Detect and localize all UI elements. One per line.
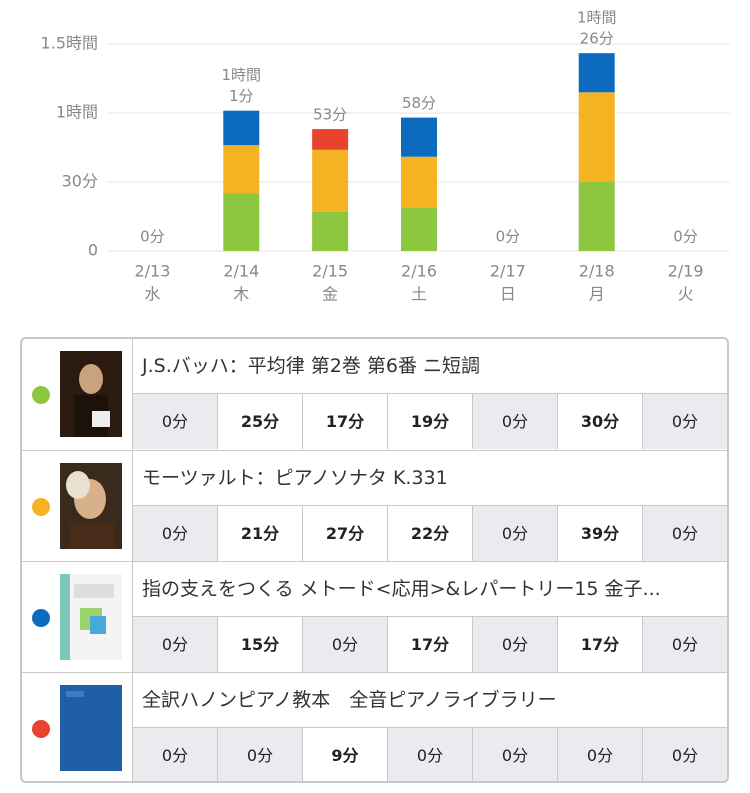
piece-title: J.S.バッハ：平均律 第2巻 第6番 ニ短調 [142, 355, 481, 377]
piece-title: モーツァルト：ピアノソナタ K.331 [142, 467, 448, 489]
total-label: 0分 [673, 228, 698, 246]
total-label: 0分 [140, 228, 165, 246]
legend-dot [32, 608, 50, 627]
duration-cell: 27分 [302, 505, 387, 561]
bar-segment [223, 110, 260, 146]
x-weekday-label: 月 [589, 285, 605, 304]
row-separator [132, 562, 133, 616]
y-tick-label: 1時間 [56, 103, 98, 122]
x-tick-label: 2/17 [490, 262, 526, 281]
table-row: 指の支えをつくる メトード<応用>&レパートリー15 金子... 0分 15分 0分 1… [22, 561, 727, 672]
piece-title: 全訳ハノンピアノ教本 全音ピアノライブラリー [142, 689, 557, 711]
x-tick-label: 2/19 [668, 262, 704, 281]
thumbnail [60, 685, 122, 771]
duration-cell: 0分 [642, 616, 727, 672]
duration-cell: 17分 [557, 616, 642, 672]
y-tick-label: 0 [88, 241, 98, 260]
bar-segment [312, 129, 349, 150]
duration-cell: 0分 [472, 616, 557, 672]
table-row: J.S.バッハ：平均律 第2巻 第6番 ニ短調 0分 25分 17分 19分 0分 30分 0… [22, 339, 727, 450]
x-weekday-label: 土 [411, 285, 427, 304]
duration-cell: 30分 [557, 393, 642, 449]
duration-cell: 0分 [302, 616, 387, 672]
piece-title: 指の支えをつくる メトード<応用>&レパートリー15 金子... [142, 578, 661, 600]
duration-cell: 0分 [132, 393, 217, 449]
duration-cell: 0分 [472, 727, 557, 781]
legend-dot [32, 719, 50, 738]
duration-cell: 0分 [217, 727, 302, 781]
x-weekday-label: 水 [144, 285, 160, 304]
duration-cell: 9分 [302, 727, 387, 781]
x-weekday-label: 木 [233, 285, 249, 304]
duration-cell: 39分 [557, 505, 642, 561]
total-label: 1分 [229, 87, 254, 105]
total-label: 0分 [496, 228, 521, 246]
x-weekday-label: 日 [500, 285, 516, 304]
duration-cell: 15分 [217, 616, 302, 672]
legend-dot [32, 497, 50, 516]
bar-segment [223, 193, 260, 251]
bar-segment [223, 145, 260, 194]
row-separator [132, 451, 133, 505]
total-label: 26分 [580, 30, 614, 48]
chart: 0 30分 1時間 1.5時間 2/13 水 0分 2/14 木 1時間 1分 2/15 金 53分 2/1… [41, 9, 730, 304]
practice-table: 全訳ハノンピアノ教本 全音ピアノライブラリー 0分 0分 9分 0分 0分 0分 0分 指の支え… [20, 337, 729, 783]
x-tick-label: 2/13 [134, 262, 170, 281]
thumbnail [60, 463, 122, 549]
y-tick-label: 1.5時間 [41, 34, 98, 53]
duration-cell: 0分 [472, 505, 557, 561]
x-weekday-label: 火 [678, 285, 694, 304]
duration-cell: 0分 [132, 616, 217, 672]
duration-cell: 0分 [132, 727, 217, 781]
table-row: モーツァルト：ピアノソナタ K.331 0分 21分 27分 22分 0分 39分 0分 [22, 450, 727, 561]
duration-cell: 25分 [217, 393, 302, 449]
bar-segment [578, 53, 615, 93]
thumbnail [60, 574, 122, 660]
total-label: 1時間 [577, 9, 617, 27]
total-label: 1時間 [222, 66, 262, 84]
thumbnail [60, 351, 122, 437]
x-tick-label: 2/15 [312, 262, 348, 281]
x-tick-label: 2/16 [401, 262, 437, 281]
table-row: 全訳ハノンピアノ教本 全音ピアノライブラリー 0分 0分 9分 0分 0分 0分 0分 [22, 672, 727, 781]
duration-cell: 0分 [132, 505, 217, 561]
bar-segment [401, 156, 437, 208]
x-weekday-label: 金 [322, 285, 338, 304]
bar-segment [312, 149, 349, 212]
x-tick-label: 2/14 [223, 262, 259, 281]
bar-segment [401, 117, 437, 157]
duration-cell: 0分 [642, 505, 727, 561]
total-label: 53分 [313, 106, 347, 124]
y-tick-label: 30分 [62, 172, 98, 191]
duration-cell: 17分 [302, 393, 387, 449]
duration-cell: 0分 [472, 393, 557, 449]
total-label: 58分 [402, 94, 436, 112]
duration-cell: 0分 [387, 727, 472, 781]
duration-cell: 17分 [387, 616, 472, 672]
duration-cell: 19分 [387, 393, 472, 449]
bar-segment [578, 182, 615, 251]
bar-segment [312, 211, 349, 251]
row-separator [132, 339, 133, 393]
duration-cell: 21分 [217, 505, 302, 561]
legend-dot [32, 385, 50, 404]
duration-cell: 0分 [642, 727, 727, 781]
row-separator [132, 673, 133, 727]
x-tick-label: 2/18 [579, 262, 615, 281]
duration-cell: 0分 [642, 393, 727, 449]
bar-segment [401, 207, 437, 251]
duration-cell: 22分 [387, 505, 472, 561]
duration-cell: 0分 [557, 727, 642, 781]
bar-segment [578, 92, 615, 182]
